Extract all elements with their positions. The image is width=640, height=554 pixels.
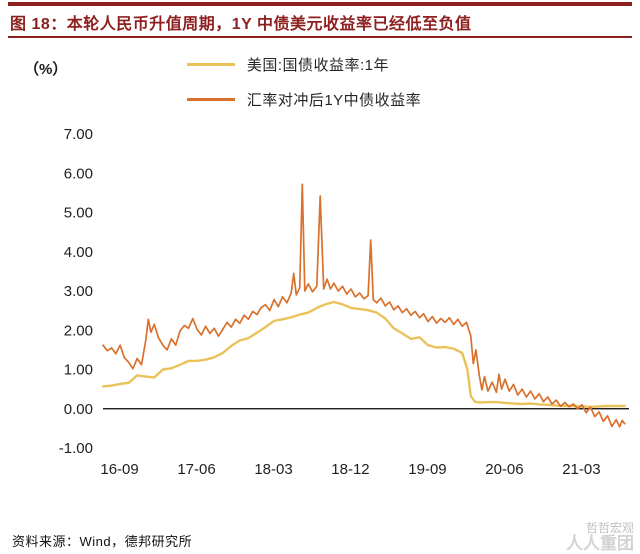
figure-title: 图 18：本轮人民币升值周期，1Y 中债美元收益率已经低至负值 (10, 16, 472, 33)
watermark-line-1: 哲哲宏观 (585, 521, 634, 536)
legend-label-us-treasury-yield: 美国:国债收益率:1年 (246, 57, 389, 74)
svg-text:-1.00: -1.00 (59, 440, 93, 457)
legend-label-hedged-cny-yield: 汇率对冲后1Y中债收益率 (246, 92, 422, 109)
svg-text:20-06: 20-06 (485, 461, 523, 478)
svg-text:4.00: 4.00 (64, 244, 93, 261)
svg-text:18-03: 18-03 (254, 461, 292, 478)
chart-svg: 7.00 6.00 5.00 4.00 3.00 2.00 1.00 0.00 -1.00 16-… (59, 126, 629, 478)
source-note: 资料来源：Wind，德邦研究所 (12, 534, 193, 549)
title-top-rule (8, 2, 632, 6)
svg-text:5.00: 5.00 (64, 205, 93, 222)
svg-text:0.00: 0.00 (64, 401, 93, 418)
svg-text:1.00: 1.00 (64, 362, 93, 379)
watermark-line-2: 人人重团 (566, 534, 634, 554)
y-axis-unit-label: （%） (24, 61, 68, 78)
svg-text:16-09: 16-09 (100, 461, 138, 478)
svg-text:21-03: 21-03 (562, 461, 600, 478)
svg-text:19-09: 19-09 (408, 461, 446, 478)
legend-swatch-orange-line (186, 98, 235, 101)
svg-text:18-12: 18-12 (331, 461, 369, 478)
svg-text:17-06: 17-06 (177, 461, 215, 478)
svg-text:6.00: 6.00 (64, 165, 93, 182)
legend-item-hedged-cny-yield: 汇率对冲后1Y中债收益率 (186, 89, 422, 110)
line-chart: 7.00 6.00 5.00 4.00 3.00 2.00 1.00 0.00 -1.00 16-… (0, 118, 640, 480)
svg-text:3.00: 3.00 (64, 283, 93, 300)
svg-text:7.00: 7.00 (64, 126, 93, 143)
watermark: 哲哲宏观 人人重团 (566, 521, 634, 554)
legend-swatch-yellow-line (186, 63, 235, 66)
title-bottom-rule (8, 36, 632, 38)
chart-legend: 美国:国债收益率:1年 汇率对冲后1Y中债收益率 (186, 54, 422, 110)
svg-text:2.00: 2.00 (64, 322, 93, 339)
legend-item-us-treasury-yield: 美国:国债收益率:1年 (186, 54, 421, 75)
